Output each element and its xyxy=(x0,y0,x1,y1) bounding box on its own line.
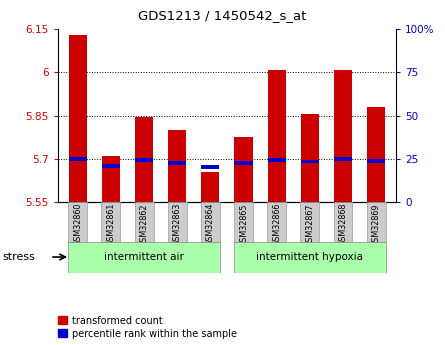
FancyBboxPatch shape xyxy=(101,202,120,242)
FancyBboxPatch shape xyxy=(300,202,320,242)
Bar xyxy=(102,164,120,168)
Bar xyxy=(367,159,385,163)
Bar xyxy=(135,158,153,162)
Legend: transformed count, percentile rank within the sample: transformed count, percentile rank withi… xyxy=(54,312,241,343)
Bar xyxy=(267,158,286,162)
Text: GSM32866: GSM32866 xyxy=(272,203,281,246)
Bar xyxy=(69,35,87,202)
Bar xyxy=(201,171,219,202)
FancyBboxPatch shape xyxy=(234,241,386,273)
Bar xyxy=(334,157,352,160)
Text: GSM32863: GSM32863 xyxy=(173,203,182,246)
Bar xyxy=(201,165,219,169)
Bar xyxy=(135,117,153,202)
FancyBboxPatch shape xyxy=(201,202,220,242)
Bar xyxy=(301,114,319,202)
Bar xyxy=(235,161,253,165)
Bar xyxy=(168,130,186,202)
Bar xyxy=(69,157,87,160)
Bar xyxy=(267,70,286,202)
Bar xyxy=(168,161,186,165)
Bar xyxy=(102,156,120,202)
Bar xyxy=(301,160,319,164)
Bar xyxy=(334,70,352,202)
FancyBboxPatch shape xyxy=(267,202,286,242)
Text: GDS1213 / 1450542_s_at: GDS1213 / 1450542_s_at xyxy=(138,9,307,22)
FancyBboxPatch shape xyxy=(334,202,352,242)
FancyBboxPatch shape xyxy=(367,202,386,242)
Text: stress: stress xyxy=(2,252,35,262)
Text: intermittent hypoxia: intermittent hypoxia xyxy=(256,252,363,262)
Text: GSM32865: GSM32865 xyxy=(239,203,248,247)
Text: GSM32867: GSM32867 xyxy=(305,203,314,247)
Bar xyxy=(367,107,385,202)
FancyBboxPatch shape xyxy=(168,202,186,242)
Text: GSM32868: GSM32868 xyxy=(339,203,348,246)
FancyBboxPatch shape xyxy=(234,202,253,242)
Text: GSM32869: GSM32869 xyxy=(372,203,380,247)
Text: GSM32860: GSM32860 xyxy=(73,203,82,246)
Bar xyxy=(235,137,253,202)
FancyBboxPatch shape xyxy=(134,202,154,242)
Text: GSM32862: GSM32862 xyxy=(140,203,149,247)
Text: intermittent air: intermittent air xyxy=(104,252,184,262)
FancyBboxPatch shape xyxy=(68,241,220,273)
Text: GSM32864: GSM32864 xyxy=(206,203,215,246)
Text: GSM32861: GSM32861 xyxy=(106,203,115,246)
FancyBboxPatch shape xyxy=(68,202,87,242)
